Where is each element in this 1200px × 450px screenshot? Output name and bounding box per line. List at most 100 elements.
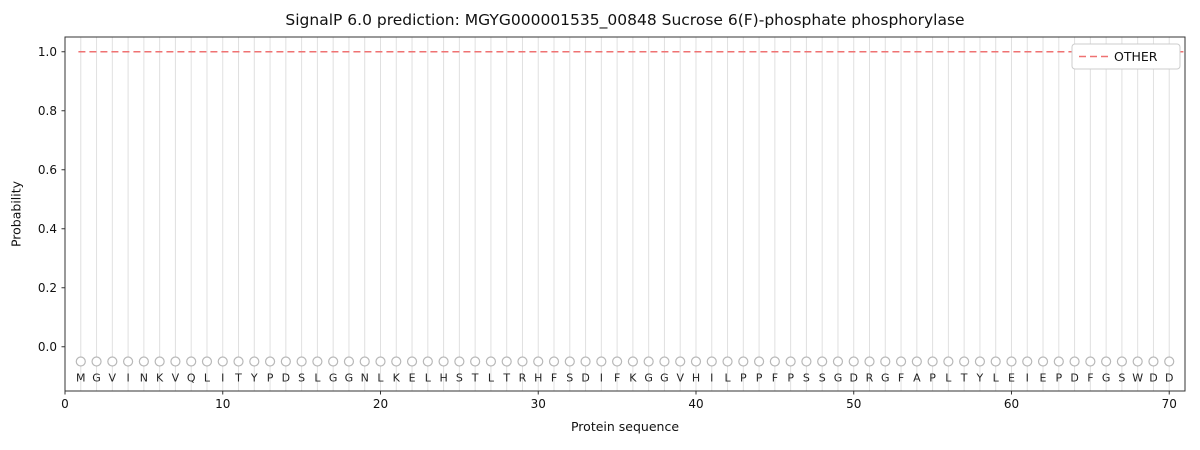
residue-marker [738,356,749,367]
residue-marker [264,356,276,367]
residue-marker [880,356,891,367]
x-axis-label: Protein sequence [570,419,680,434]
residue-marker [1116,356,1128,367]
residue-letter: T [502,372,510,385]
residue-letter: N [361,372,369,385]
residue-marker [1132,356,1143,367]
residue-letter: L [377,372,384,385]
x-tick-label: 40 [688,397,703,411]
residue-letter: E [1008,372,1015,385]
residue-marker [328,356,339,367]
residue-letter: P [756,372,763,385]
residue-letter: G [92,372,101,385]
residue-letter: L [425,372,432,385]
residue-marker [454,356,465,367]
y-tick-label: 0.6 [38,163,57,177]
residue-marker [1006,356,1017,367]
residue-marker [959,356,970,367]
residue-marker [848,356,859,367]
residue-marker [1037,356,1049,367]
residue-letter: P [787,372,794,385]
residue-letter: G [345,372,354,385]
residue-letter: V [109,372,117,385]
residue-letter: Q [187,372,196,385]
residue-letter: S [298,372,305,385]
residue-marker [201,356,213,367]
x-tick-label: 70 [1162,397,1177,411]
residue-marker [233,356,244,367]
residue-marker [375,356,386,367]
y-tick-label: 0.4 [38,222,57,236]
residue-marker [990,356,1001,367]
residue-letter: I [1026,372,1029,385]
y-tick-label: 1.0 [38,45,57,59]
residue-letter: K [629,372,637,385]
residue-marker [186,356,197,367]
residue-letter: T [960,372,968,385]
axes-border [64,36,1186,392]
residue-marker [927,356,938,367]
residue-marker [422,356,433,367]
residue-letter: V [172,372,180,385]
residue-marker [343,356,355,367]
residue-marker [280,356,291,367]
residue-letter: I [126,372,129,385]
residue-marker [1022,356,1033,367]
residue-letter: D [1149,372,1157,385]
residue-marker [296,356,307,367]
residue-marker [864,356,875,367]
residue-marker [564,356,575,367]
residue-letter: D [1070,372,1078,385]
residue-letter: A [913,372,921,385]
x-tick-label: 10 [215,397,230,411]
residue-marker [1101,356,1112,367]
residue-letter: K [156,372,164,385]
residue-marker [470,356,481,367]
residue-letter: E [409,372,416,385]
residue-marker [107,356,118,367]
residue-letter: D [1165,372,1173,385]
y-tick-label: 0.2 [38,281,57,295]
residue-letter: G [329,372,338,385]
residue-letter: L [993,372,1000,385]
residue-marker [1053,356,1064,367]
residue-letter: G [881,372,890,385]
residue-marker [911,356,922,367]
residue-marker [895,356,907,367]
residue-marker [1085,356,1096,367]
residue-letter: I [600,372,603,385]
residue-letter: L [204,372,211,385]
residue-marker [753,356,765,367]
x-tick-label: 20 [373,397,388,411]
residue-letter: G [644,372,653,385]
residue-letter: F [551,372,557,385]
residue-letter: P [740,372,747,385]
residue-letter: D [581,372,589,385]
residue-letter: D [849,372,857,385]
residue-marker [675,356,686,367]
residue-letter: H [692,372,700,385]
residue-letter: N [140,372,148,385]
residue-marker [832,356,844,367]
residue-letter: M [76,372,86,385]
x-tick-label: 0 [61,397,69,411]
residue-letter: S [1118,372,1125,385]
residue-marker [801,356,812,367]
residue-marker [312,356,323,367]
residue-marker [533,356,544,367]
residue-marker [548,356,560,367]
residue-letter: F [614,372,620,385]
residue-letter: E [1040,372,1047,385]
residue-marker [785,356,796,367]
residue-marker [249,356,260,367]
residue-letter: F [898,372,904,385]
residue-marker [690,356,702,367]
residue-marker [359,356,370,367]
legend-box [1071,43,1181,70]
chart-title: SignalP 6.0 prediction: MGYG000001535_00… [285,11,965,29]
residue-marker [138,356,149,367]
residue-marker [122,356,134,367]
x-tick-label: 60 [1004,397,1019,411]
